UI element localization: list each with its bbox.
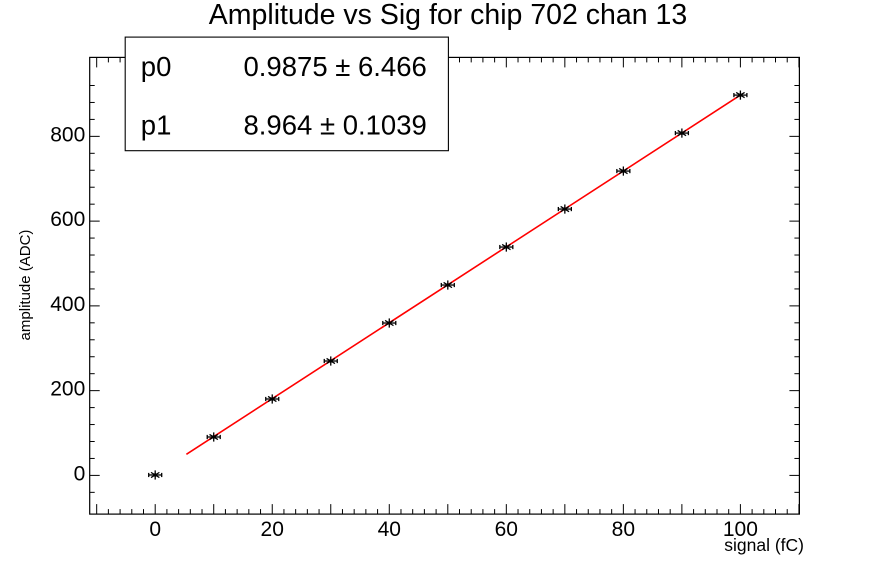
svg-text:p0: p0 [141, 51, 172, 82]
svg-text:80: 80 [612, 518, 635, 541]
svg-text:0: 0 [74, 462, 86, 485]
svg-text:800: 800 [50, 123, 85, 146]
svg-text:200: 200 [50, 378, 85, 401]
svg-text:20: 20 [261, 518, 284, 541]
svg-text:600: 600 [50, 208, 85, 231]
svg-text:amplitude (ADC): amplitude (ADC) [17, 230, 34, 341]
svg-text:8.964 ± 0.1039: 8.964 ± 0.1039 [244, 110, 427, 141]
svg-text:400: 400 [50, 293, 85, 316]
svg-text:40: 40 [378, 518, 401, 541]
svg-text:signal (fC): signal (fC) [724, 535, 804, 555]
svg-text:Amplitude vs Sig for chip 702: Amplitude vs Sig for chip 702 chan 13 [209, 0, 687, 31]
svg-text:60: 60 [495, 518, 518, 541]
svg-text:p1: p1 [141, 110, 172, 141]
svg-text:0.9875 ± 6.466: 0.9875 ± 6.466 [244, 51, 427, 82]
svg-text:0: 0 [149, 518, 161, 541]
